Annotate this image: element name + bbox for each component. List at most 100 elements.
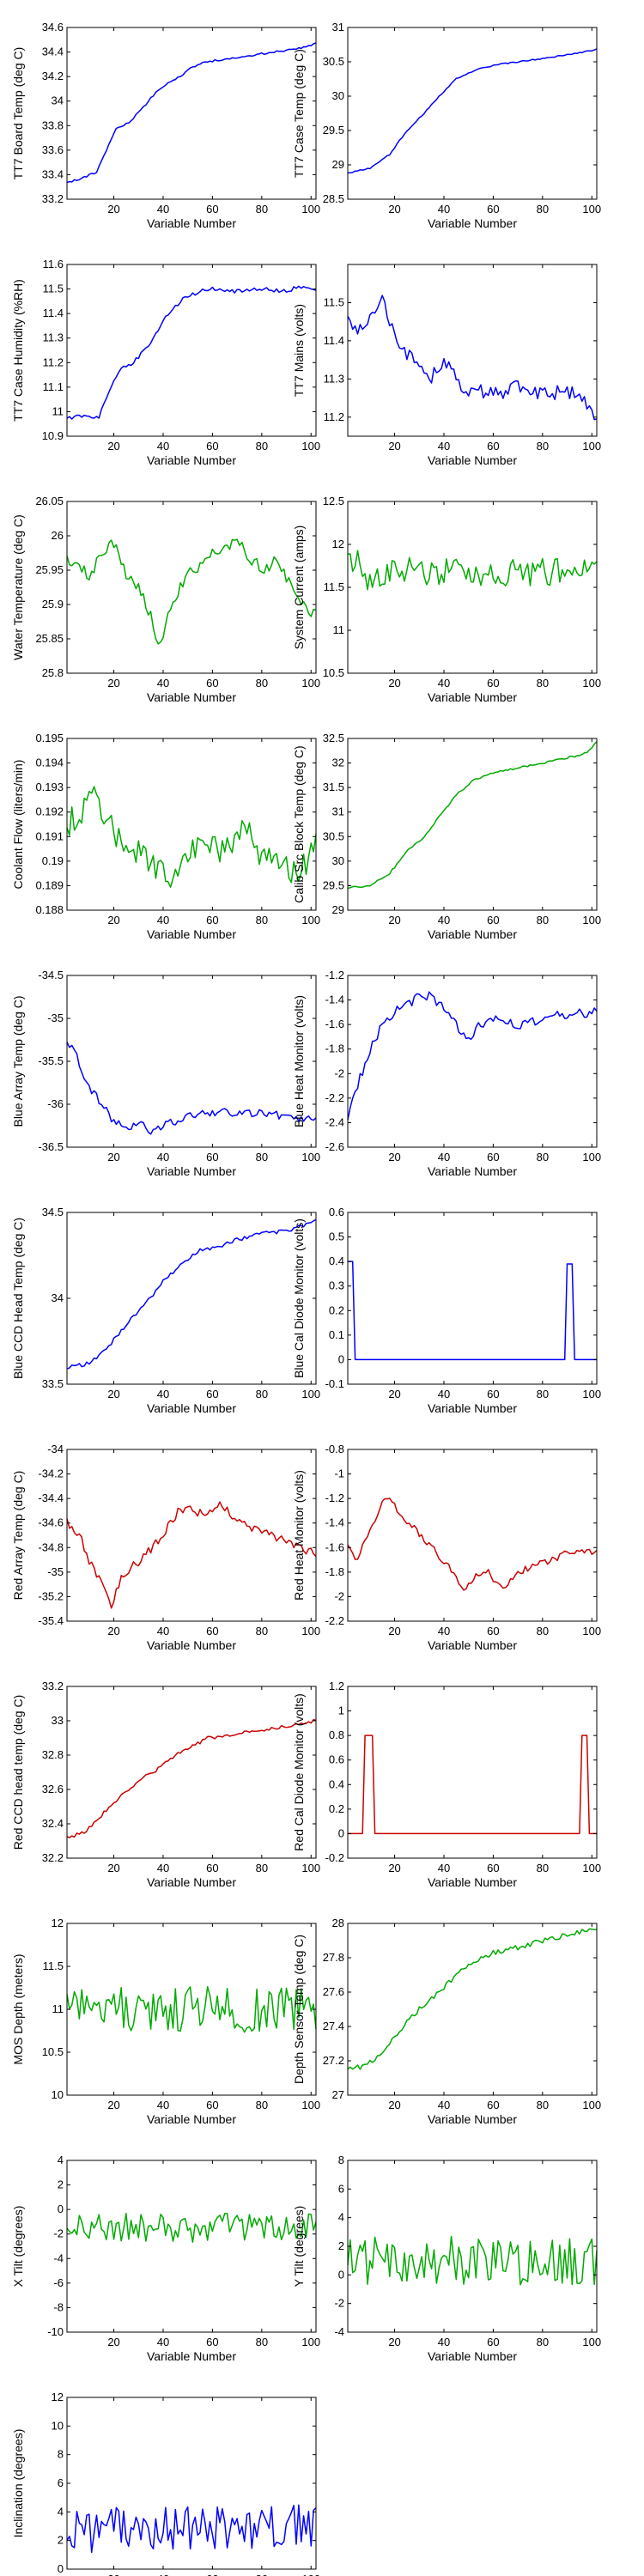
y-tick-label: 26 xyxy=(52,529,64,542)
y-tick-label: 31 xyxy=(332,21,344,33)
y-tick-label: -35 xyxy=(47,1012,64,1024)
y-axis-label: Red Array Temp (deg C) xyxy=(11,1471,25,1601)
series-line xyxy=(66,538,317,645)
y-tick-label: 29 xyxy=(332,158,344,171)
chart-panel-16: 20 40 60 80 100 -0.2 0 0.2 0.4 0.6 0.8 1 1.2 Variable… xyxy=(292,1680,601,1889)
x-axis-label: Variable Number xyxy=(428,453,517,467)
x-tick-label: 100 xyxy=(301,1862,320,1874)
x-axis-label: Variable Number xyxy=(147,2112,236,2126)
series-line xyxy=(347,991,598,1121)
y-tick-label: 11.5 xyxy=(324,295,344,308)
y-axis-label: Depth Sensor Temp (deg C) xyxy=(292,1935,306,2084)
y-tick-label: 25.8 xyxy=(42,666,64,679)
x-tick-label: 40 xyxy=(438,677,450,690)
x-tick-label: 40 xyxy=(157,2099,169,2111)
x-tick-label: 40 xyxy=(157,1388,169,1400)
y-tick-label: 8 xyxy=(58,2448,64,2461)
axes-frame xyxy=(347,975,598,1148)
series-line xyxy=(348,1261,597,1361)
y-tick-label: 8 xyxy=(338,2154,344,2166)
x-tick-label: 100 xyxy=(582,440,601,453)
x-tick-label: 80 xyxy=(537,2336,549,2348)
series-line xyxy=(66,786,317,888)
y-tick-label: 25.85 xyxy=(35,632,64,645)
y-tick-label: 2 xyxy=(58,2534,64,2547)
y-tick-label: 34 xyxy=(52,94,64,107)
x-axis-label: Variable Number xyxy=(428,2112,517,2126)
series-line xyxy=(66,285,317,420)
x-axis-label: Variable Number xyxy=(147,1164,236,1178)
y-tick-label: 0.2 xyxy=(329,1802,344,1815)
chart-panel-11: 20 40 60 80 100 33.5 34 34.5 Variable Number Blue… xyxy=(11,1206,320,1415)
x-tick-label: 20 xyxy=(388,677,400,690)
y-axis-label: Calib Src Block Temp (deg C) xyxy=(292,745,306,902)
x-tick-label: 40 xyxy=(438,1388,450,1400)
x-axis-label: Variable Number xyxy=(428,1875,517,1889)
y-tick-label: -8 xyxy=(53,2300,64,2313)
y-tick-label: -1.4 xyxy=(325,1516,344,1529)
y-axis-label: System Current (amps) xyxy=(292,526,306,650)
chart-panel-1: 20 40 60 80 100 33.2 33.4 33.6 33.8 34 34.2 34.4 34.… xyxy=(11,21,320,230)
axes-frame xyxy=(66,264,317,437)
x-tick-label: 40 xyxy=(438,2099,450,2111)
x-tick-label: 100 xyxy=(301,914,320,927)
y-tick-label: -1.6 xyxy=(325,1540,344,1553)
y-tick-label: 11.3 xyxy=(43,331,64,344)
x-tick-label: 100 xyxy=(301,1151,320,1163)
y-tick-label: 27.4 xyxy=(323,2020,344,2032)
y-tick-label: 11 xyxy=(52,2002,64,2015)
y-tick-label: -4 xyxy=(334,2325,344,2338)
x-axis-label: Variable Number xyxy=(428,927,517,941)
chart-panel-15: 20 40 60 80 100 32.2 32.4 32.6 32.8 33 33.2 Variabl… xyxy=(11,1680,320,1889)
x-tick-label: 100 xyxy=(582,914,601,927)
axes-frame xyxy=(66,2160,317,2333)
chart-panel-13: 20 40 60 80 100 -35.4 -35.2 -35 -34.8 -34.6 -34.4 -… xyxy=(11,1443,320,1652)
axes-frame xyxy=(347,264,598,437)
axes-frame xyxy=(66,975,317,1148)
chart-panel-19: 20 40 60 80 100 -10 -8 -6 -4 -2 0 2 4 Variable Number… xyxy=(11,2154,320,2363)
x-tick-label: 60 xyxy=(206,2573,218,2576)
y-tick-label: 0 xyxy=(58,2202,64,2215)
series-line xyxy=(66,2504,317,2554)
chart-panel-20: 20 40 60 80 100 -4 -2 0 2 4 6 8 Variable Number Y Til… xyxy=(292,2154,601,2363)
x-tick-label: 80 xyxy=(256,1388,268,1400)
axes-frame xyxy=(347,1923,598,2096)
x-tick-label: 40 xyxy=(438,2336,450,2348)
x-axis-label: Variable Number xyxy=(428,1401,517,1415)
y-tick-label: 0.193 xyxy=(35,781,64,793)
y-tick-label: -0.8 xyxy=(325,1443,344,1455)
y-tick-label: 34 xyxy=(52,1291,64,1304)
x-tick-label: 60 xyxy=(487,1151,499,1163)
x-tick-label: 20 xyxy=(388,1862,400,1874)
y-tick-label: 32.4 xyxy=(42,1817,64,1830)
y-tick-label: 0.4 xyxy=(329,1777,344,1790)
series-line xyxy=(66,1986,317,2033)
x-tick-label: 80 xyxy=(256,2573,268,2576)
y-axis-label: MOS Depth (meters) xyxy=(11,1953,25,2064)
x-tick-label: 20 xyxy=(388,203,400,216)
x-axis-label: Variable Number xyxy=(147,1401,236,1415)
x-tick-label: 100 xyxy=(301,2336,320,2348)
axes-frame xyxy=(66,1923,317,2096)
y-tick-label: -0.1 xyxy=(325,1377,344,1390)
x-tick-label: 60 xyxy=(206,1388,218,1400)
y-tick-label: 0.8 xyxy=(329,1728,344,1741)
chart-panel-18: 20 40 60 80 100 27 27.2 27.4 27.6 27.8 28 Variable … xyxy=(292,1917,601,2126)
y-tick-label: 33.2 xyxy=(42,1680,64,1692)
y-tick-label: 11.5 xyxy=(324,580,344,593)
y-tick-label: 27 xyxy=(332,2088,344,2101)
x-axis-label: Variable Number xyxy=(147,453,236,467)
y-tick-label: -35.4 xyxy=(38,1614,64,1627)
x-tick-label: 100 xyxy=(582,2099,601,2111)
x-tick-label: 60 xyxy=(206,914,218,927)
x-tick-label: 20 xyxy=(388,440,400,453)
y-tick-label: 0.191 xyxy=(35,829,64,842)
x-tick-label: 80 xyxy=(537,2099,549,2111)
x-tick-label: 80 xyxy=(537,203,549,216)
x-tick-label: 60 xyxy=(206,1862,218,1874)
x-tick-label: 20 xyxy=(107,203,119,216)
y-tick-label: 31.5 xyxy=(323,781,344,793)
axes-frame xyxy=(66,1212,317,1385)
y-tick-label: -6 xyxy=(53,2276,64,2289)
